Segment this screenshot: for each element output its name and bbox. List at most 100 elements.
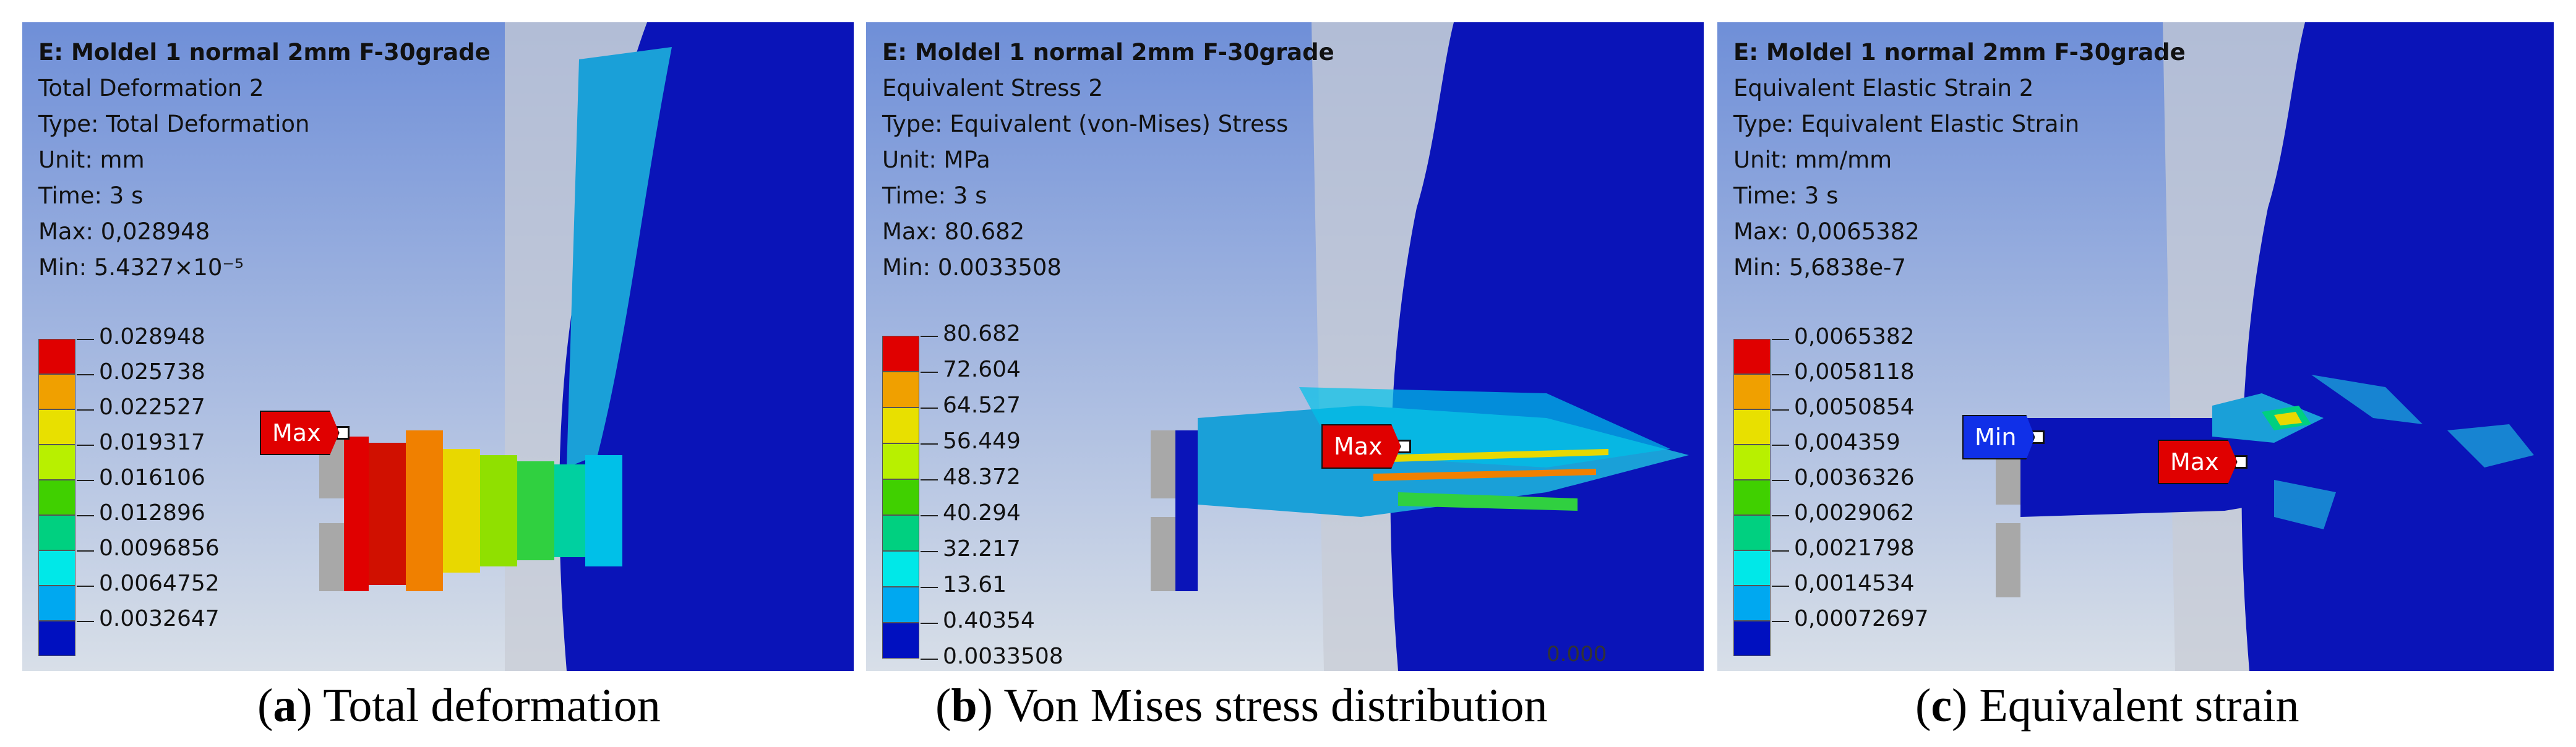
panel-equivalent-strain: E: Moldel 1 normal 2mm F-30grade Equival… [1717, 22, 2554, 671]
legend-swatch [882, 515, 919, 551]
legend-swatch [1733, 550, 1771, 586]
legend-tick [921, 515, 938, 516]
legend-value: 0.0032647 [99, 606, 220, 631]
caption-letter: c [1931, 680, 1952, 732]
legend-tick [77, 409, 94, 411]
caption-text: Equivalent strain [1967, 680, 2299, 732]
max-probe-label[interactable]: Max [2158, 440, 2248, 484]
result-unit: Unit: mm [38, 147, 145, 173]
max-probe-label[interactable]: Max [1321, 424, 1411, 469]
result-time: Time: 3 s [1733, 182, 1839, 209]
analysis-title: E: Moldel 1 normal 2mm F-30grade [882, 39, 1334, 66]
legend-tick [921, 336, 938, 337]
legend-swatch [38, 550, 75, 586]
legend-tick [1772, 339, 1789, 340]
legend-value: 0,0050854 [1794, 395, 1915, 420]
legend-swatch [38, 445, 75, 480]
result-min: Min: 5.4327×10⁻⁵ [38, 254, 244, 281]
legend-swatch [38, 374, 75, 409]
legend-value: 64.527 [943, 393, 1021, 418]
legend-swatch [882, 408, 919, 443]
color-legend[interactable]: 0,0065382 0,0058118 0,0050854 0,004359 0,003… [1733, 324, 1981, 665]
result-type: Type: Total Deformation [38, 111, 310, 137]
analysis-title: E: Moldel 1 normal 2mm F-30grade [38, 39, 491, 66]
legend-swatch [882, 623, 919, 659]
viewport-a[interactable] [22, 22, 854, 671]
legend-swatch [1733, 339, 1771, 374]
caption-letter: b [951, 680, 977, 732]
min-probe-label[interactable]: Min [1962, 415, 2045, 459]
legend-tick [1772, 550, 1789, 552]
legend-tick [1772, 586, 1789, 587]
legend-swatch [1733, 621, 1771, 656]
color-legend[interactable]: 0.028948 0.025738 0.022527 0.019317 0.016106… [38, 324, 286, 665]
legend-swatch [38, 480, 75, 515]
legend-swatch [882, 479, 919, 515]
legend-swatch [1733, 586, 1771, 621]
panel-von-mises-stress: E: Moldel 1 normal 2mm F-30grade Equival… [866, 22, 1704, 671]
result-max: Max: 80.682 [882, 218, 1025, 245]
legend-swatch [1733, 445, 1771, 480]
legend-swatch [882, 443, 919, 479]
legend-value: 0.016106 [99, 465, 205, 490]
result-max: Max: 0,028948 [38, 218, 210, 245]
legend-swatch [1733, 374, 1771, 409]
legend-tick [77, 339, 94, 340]
legend-tick [77, 550, 94, 552]
legend-swatch [1733, 480, 1771, 515]
result-unit: Unit: mm/mm [1733, 147, 1892, 173]
result-time: Time: 3 s [38, 182, 144, 209]
legend-tick [921, 408, 938, 409]
legend-tick [1772, 480, 1789, 481]
caption-a: (a) Total deformation [257, 680, 661, 732]
min-probe-box: Min [1962, 415, 2035, 459]
viewport-c[interactable] [1717, 22, 2554, 671]
caption-text: Total deformation [312, 680, 661, 732]
legend-swatch [882, 551, 919, 587]
result-unit: Unit: MPa [882, 147, 990, 173]
legend-tick [77, 445, 94, 446]
result-name: Equivalent Elastic Strain 2 [1733, 75, 2034, 101]
caption-letter: a [273, 680, 297, 732]
color-legend[interactable]: 80.682 72.604 64.527 56.449 48.372 40.294 32.2… [882, 321, 1130, 669]
max-probe-box: Max [260, 411, 340, 455]
legend-tick [77, 515, 94, 516]
legend-value: 0.025738 [99, 359, 205, 385]
caption-c: (c) Equivalent strain [1915, 680, 2299, 732]
max-probe-box: Max [2158, 440, 2238, 484]
legend-value: 0,0036326 [1794, 465, 1915, 490]
legend-tick [921, 551, 938, 552]
legend-tick [77, 374, 94, 375]
legend-swatch [38, 409, 75, 445]
legend-value: 32.217 [943, 536, 1021, 561]
legend-swatch [882, 587, 919, 623]
result-info: E: Moldel 1 normal 2mm F-30grade Equival… [1733, 35, 2186, 286]
legend-tick [1772, 515, 1789, 516]
result-name: Equivalent Stress 2 [882, 75, 1103, 101]
legend-tick [921, 659, 938, 660]
legend-value: 0.0033508 [943, 644, 1063, 669]
legend-value: 48.372 [943, 464, 1021, 490]
result-type: Type: Equivalent Elastic Strain [1733, 111, 2080, 137]
legend-value: 0,00072697 [1794, 606, 1929, 631]
legend-value: 0,0065382 [1794, 324, 1915, 349]
legend-tick [921, 372, 938, 373]
legend-swatch [38, 586, 75, 621]
legend-value: 0.0096856 [99, 536, 220, 561]
legend-swatch [1733, 515, 1771, 550]
scale-ruler-label: 0.000 [1547, 642, 1607, 667]
legend-tick [77, 480, 94, 481]
result-min: Min: 5,6838e-7 [1733, 254, 1906, 281]
legend-tick [921, 443, 938, 445]
viewport-b[interactable] [866, 22, 1704, 671]
legend-value: 80.682 [943, 321, 1021, 346]
legend-tick [921, 479, 938, 480]
legend-tick [1772, 409, 1789, 411]
result-max: Max: 0,0065382 [1733, 218, 1920, 245]
legend-swatch [38, 621, 75, 656]
legend-swatch [882, 336, 919, 372]
legend-value: 0.022527 [99, 395, 205, 420]
max-probe-label[interactable]: Max [260, 411, 350, 455]
legend-tick [1772, 621, 1789, 622]
legend-tick [1772, 374, 1789, 375]
